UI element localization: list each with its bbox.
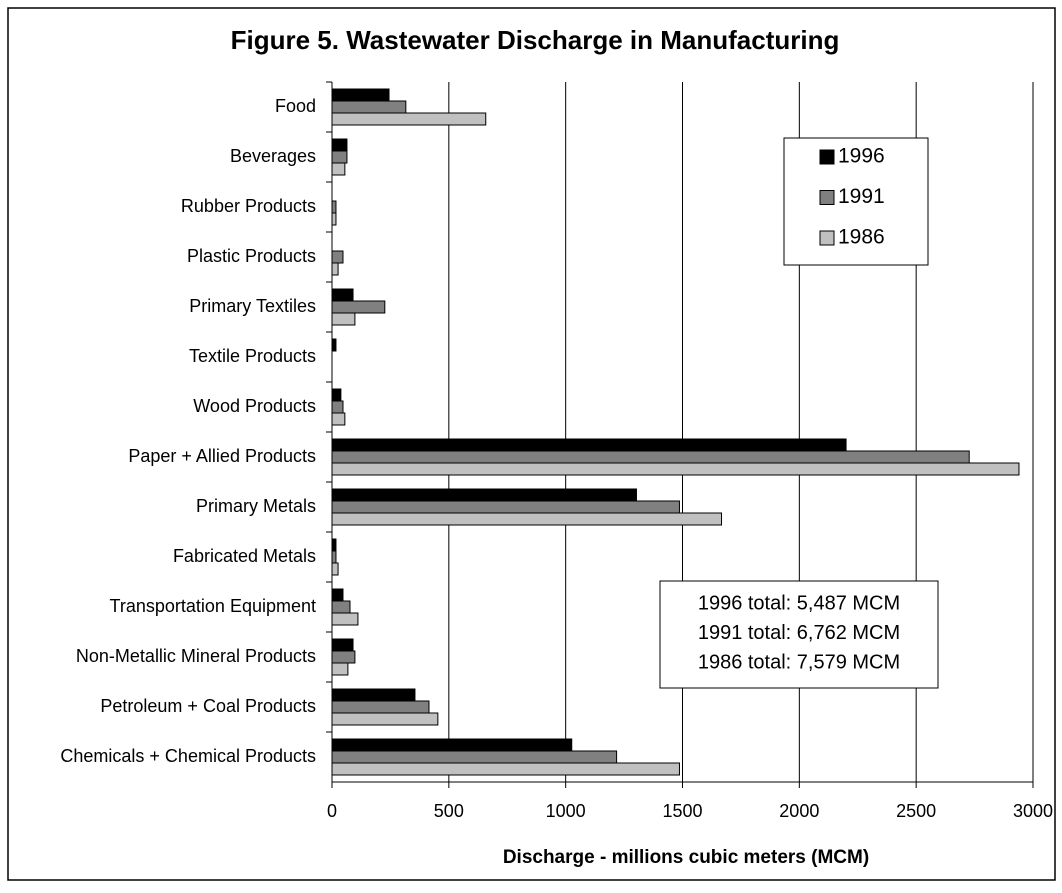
chart-title: Figure 5. Wastewater Discharge in Manufa… [231,25,840,55]
legend-swatch [819,230,835,246]
annotation: 1986 total: 7,579 MCM [698,651,900,673]
bar [331,550,337,564]
bar [331,688,416,702]
bar [331,438,847,452]
bar [331,112,487,126]
y-tick-label: Primary Metals [196,496,316,516]
bar [331,412,346,426]
bar [331,250,344,264]
bar [331,262,339,276]
x-axis-title: Discharge - millions cubic meters (MCM) [503,847,869,868]
bar [331,538,337,552]
y-tick-label: Rubber Products [181,196,316,216]
x-tick-label: 1500 [662,801,702,821]
bar [331,212,337,226]
bar [331,138,348,152]
bar [331,462,1020,476]
bar [331,700,430,714]
x-tick-label: 1000 [546,801,586,821]
bar [331,750,618,764]
bar [331,288,354,302]
bar [331,600,351,614]
y-tick-label: Primary Textiles [189,296,316,316]
bar [331,88,390,102]
bar [331,100,407,114]
legend-swatch [819,190,835,205]
legend-label: 1986 [838,226,885,249]
y-tick-label: Petroleum + Coal Products [100,696,316,716]
bar [331,712,439,726]
x-tick-label: 3000 [1013,801,1053,821]
y-tick-label: Food [275,96,316,116]
bar [331,162,346,176]
legend-swatch [819,149,835,165]
annotation: 1991 total: 6,762 MCM [698,622,900,644]
y-tick-label: Transportation Equipment [110,596,316,616]
y-tick-label: Textile Products [189,346,316,366]
bar [331,762,680,776]
bar [331,338,337,352]
bar [331,738,573,752]
bar [331,638,354,652]
legend-label: 1991 [838,185,885,208]
bar [331,150,348,164]
y-tick-label: Chemicals + Chemical Products [60,746,316,766]
bar [331,450,970,464]
y-tick-label: Paper + Allied Products [128,446,316,466]
legend-label: 1996 [838,145,885,168]
bar [331,200,337,214]
y-tick-label: Plastic Products [187,246,316,266]
x-tick-label: 2500 [896,801,936,821]
bar [331,662,349,676]
annotation: 1996 total: 5,487 MCM [698,592,900,614]
bar [331,400,344,414]
bar [331,612,359,626]
annotation-box [659,580,939,689]
y-tick-label: Beverages [230,146,316,166]
x-tick-label: 0 [327,801,337,821]
bar [331,500,680,514]
bar [331,650,356,664]
x-tick-label: 2000 [779,801,819,821]
bar [331,300,386,314]
bar [331,588,344,602]
bar [331,488,637,502]
x-tick-label: 500 [434,801,464,821]
bar [331,388,342,402]
bar [331,312,356,326]
bar [331,562,339,576]
y-tick-label: Wood Products [193,396,316,416]
legend-box [783,137,929,266]
y-tick-label: Fabricated Metals [173,546,316,566]
bar [331,512,723,526]
y-tick-label: Non-Metallic Mineral Products [76,646,316,666]
